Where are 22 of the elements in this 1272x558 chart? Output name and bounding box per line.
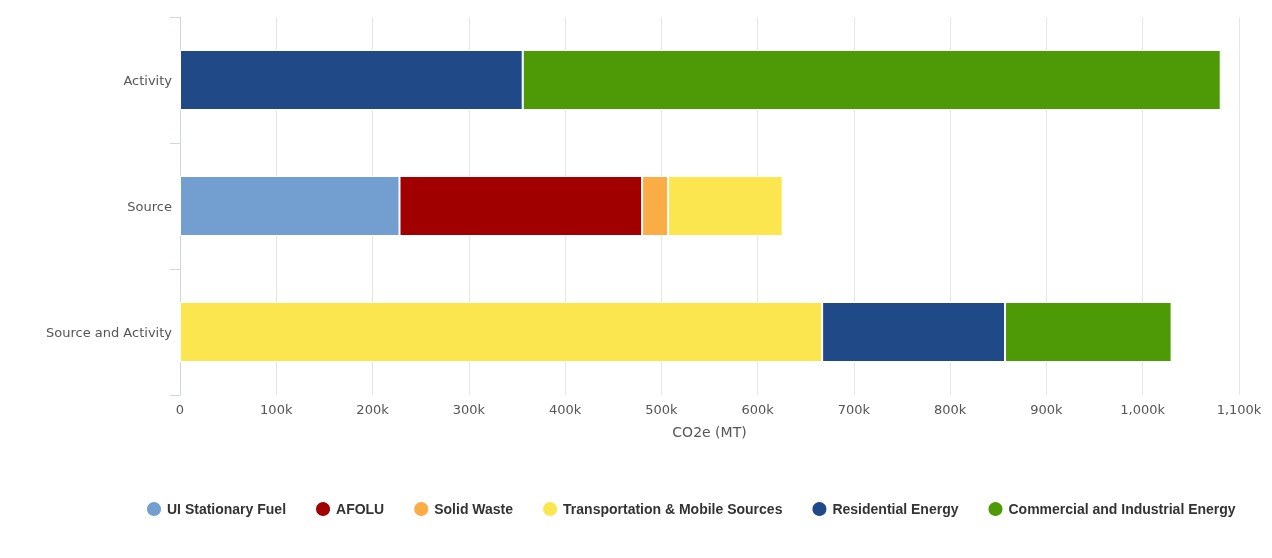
y-tick-label: Source	[127, 198, 172, 214]
x-axis-title: CO2e (MT)	[672, 424, 747, 440]
x-tick-label: 200k	[356, 402, 390, 417]
x-tick-label: 800k	[934, 402, 967, 417]
x-tick-label: 1,100k	[1216, 402, 1262, 417]
x-tick-label: 1,000k	[1120, 402, 1166, 417]
y-tick-label: Activity	[123, 72, 173, 88]
legend-label: UI Stationary Fuel	[167, 501, 287, 517]
x-tick-label: 500k	[645, 402, 678, 417]
x-tick-label: 100k	[260, 402, 293, 417]
x-tick-label: 0	[175, 402, 185, 417]
legend-label: Commercial and Industrial Energy	[1008, 501, 1236, 517]
legend-label: AFOLU	[336, 501, 385, 517]
x-tick-label: 600k	[741, 402, 775, 417]
x-tick-label: 700k	[837, 402, 871, 417]
legend-label: Residential Energy	[832, 501, 959, 517]
x-tick-label: 400k	[548, 402, 582, 417]
legend-label: Transportation & Mobile Sources	[563, 501, 783, 517]
x-tick-label: 900k	[1030, 402, 1064, 417]
y-tick-label: Source and Activity	[46, 324, 173, 340]
x-tick-label: 300k	[452, 402, 486, 417]
legend-label: Solid Waste	[434, 501, 514, 517]
